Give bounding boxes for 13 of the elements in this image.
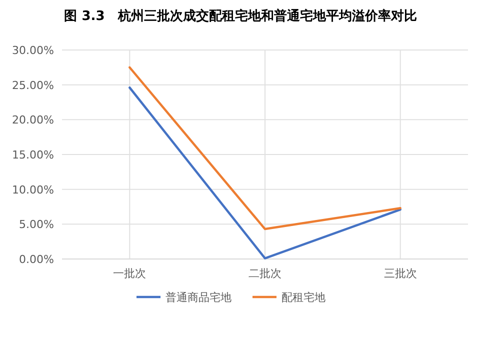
y-tick: 15.00% xyxy=(12,148,54,162)
title: 图 3.3 杭州三批次成交配租宅地和普通宅地平均溢价率对比 xyxy=(64,9,417,24)
y-tick: 10.00% xyxy=(12,183,54,196)
x-tick: 三批次 xyxy=(384,267,417,280)
x-tick: 二批次 xyxy=(248,267,282,280)
y-tick: 25.00% xyxy=(12,78,54,92)
y-tick: 5.00% xyxy=(19,218,54,232)
y-tick: 20.00% xyxy=(12,114,54,127)
y-tick: 0.00% xyxy=(19,253,54,266)
legend-label: 配租宅地 xyxy=(282,291,326,304)
x-tick: 一批次 xyxy=(113,267,146,280)
legend-label: 普通商品宅地 xyxy=(166,291,232,304)
y-tick: 30.00% xyxy=(12,44,54,57)
